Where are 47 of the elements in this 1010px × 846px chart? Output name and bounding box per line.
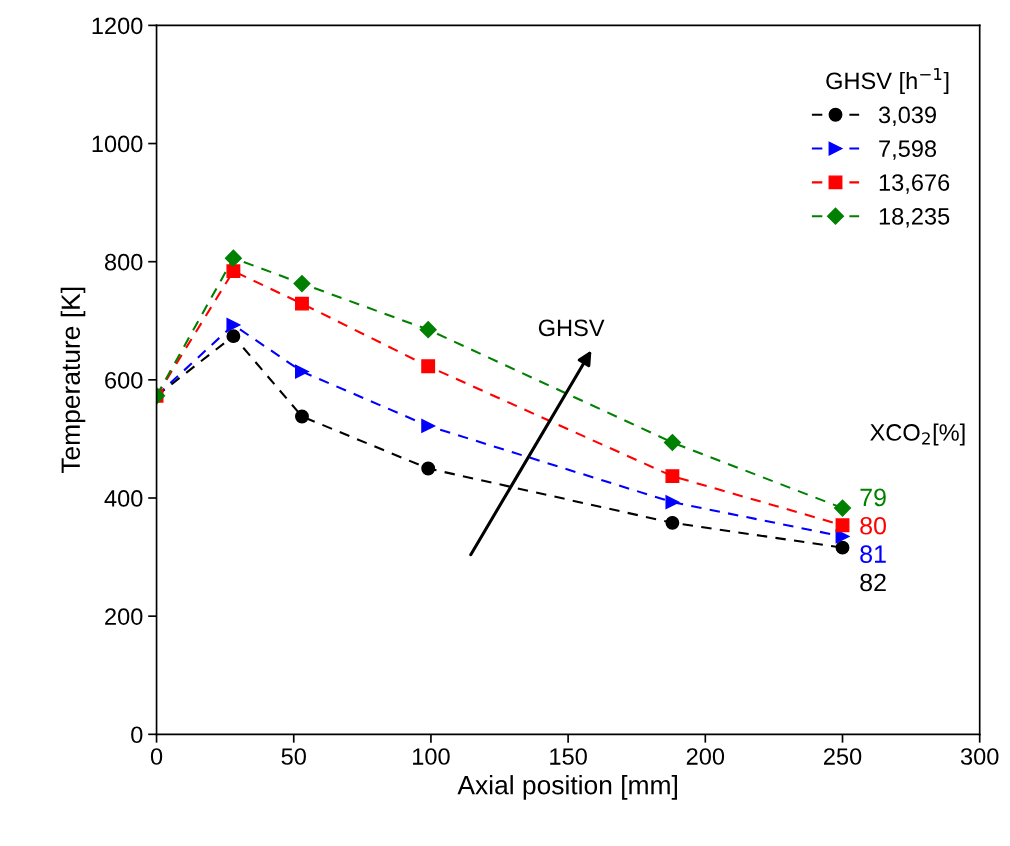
point (663, 433, 681, 452)
point (419, 321, 437, 339)
x-tick-label: 250 (824, 748, 862, 765)
x-axis-title: Axial position [mm] (457, 775, 677, 800)
y-tick-label: 1200 (92, 17, 143, 35)
annotation: 81 (860, 545, 886, 563)
point (295, 364, 309, 379)
y-tick-label: 0 (131, 726, 143, 744)
y-tick-label: 600 (105, 371, 143, 389)
x-tick-label: 50 (281, 748, 306, 765)
point (226, 317, 241, 332)
y-tick-label: 1000 (92, 135, 143, 153)
point (421, 461, 436, 476)
point (835, 518, 850, 533)
x-tick-label: 0 (150, 748, 163, 765)
point (835, 529, 850, 544)
annotation: 80 (860, 516, 886, 535)
x-tick-label: 100 (413, 748, 450, 765)
y-tick-label: 200 (105, 608, 143, 625)
legend-label: 7,598 (879, 140, 937, 160)
point (835, 540, 850, 555)
point (293, 275, 311, 293)
point (295, 296, 309, 311)
point (665, 515, 680, 530)
y-tick-label: 800 (104, 253, 143, 271)
x-tick-label: 150 (550, 748, 587, 765)
point (833, 499, 852, 517)
annotation: 82 (860, 573, 886, 592)
point (665, 495, 680, 510)
point (226, 329, 241, 344)
point (226, 264, 241, 279)
annotation: GHSV (538, 319, 605, 337)
point (224, 249, 242, 267)
annotation: 79 (860, 488, 886, 507)
legend-label: 18,235 (879, 207, 950, 228)
point (295, 409, 309, 424)
legend-label: 13,676 (879, 174, 950, 194)
annotation: XCO$_{2}$[%] (870, 423, 965, 446)
point (421, 359, 436, 374)
legend-title: GHSV [h$^{−1}$] (826, 67, 949, 94)
x-tick-label: 200 (686, 748, 725, 765)
y-axis-title: Temperature [K] (60, 287, 86, 474)
point (421, 418, 436, 433)
x-tick-label: 300 (960, 748, 999, 765)
point (665, 469, 680, 484)
legend-label: 3,039 (878, 106, 936, 127)
y-tick-label: 400 (104, 490, 143, 507)
